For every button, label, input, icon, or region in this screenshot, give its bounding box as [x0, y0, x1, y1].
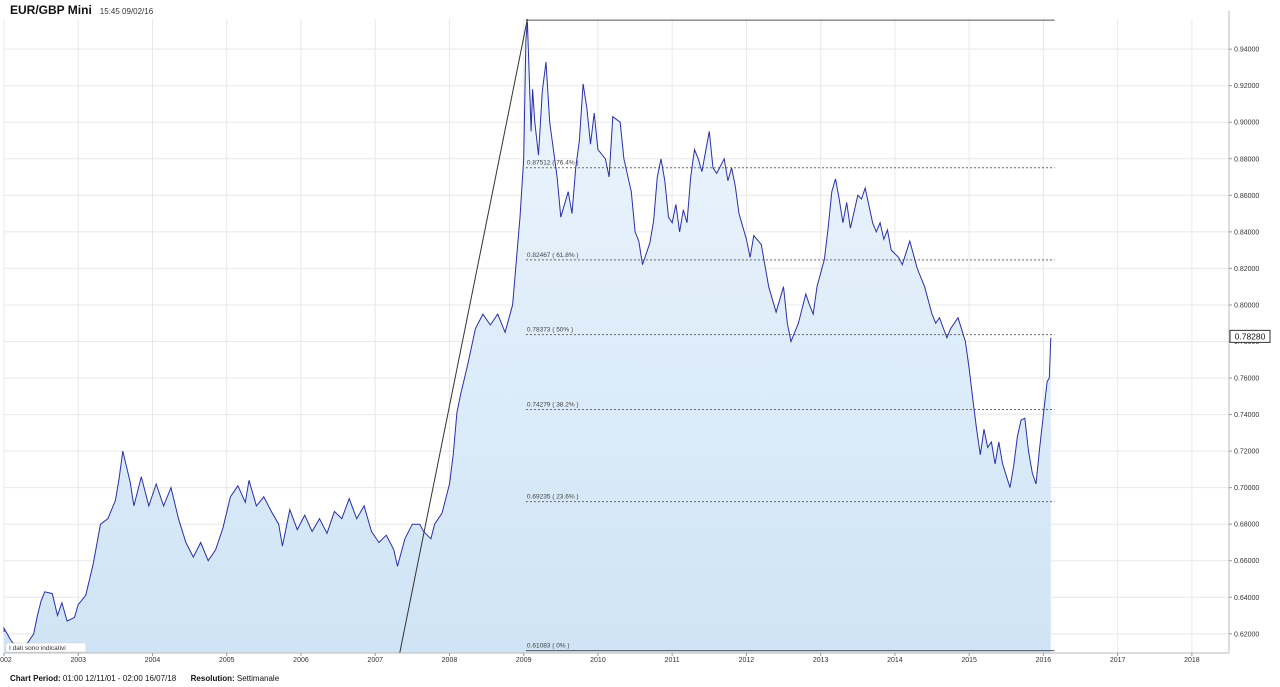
period-label: Chart Period:	[10, 674, 61, 683]
y-tick-label: 0.66000	[1234, 558, 1259, 565]
instrument-title: EUR/GBP Mini	[10, 3, 92, 17]
period-value: 01:00 12/11/01 - 02:00 16/07/18	[62, 674, 177, 683]
trend-line	[399, 18, 528, 654]
x-tick-label: 2013	[813, 657, 829, 664]
y-tick-label: 0.84000	[1234, 229, 1259, 236]
x-tick-label: 2007	[367, 657, 383, 664]
y-tick-label: 0.72000	[1234, 449, 1259, 456]
x-tick-label: 2018	[1184, 657, 1200, 664]
x-tick-label: 2014	[887, 657, 903, 664]
disclaimer-text: I dati sono indicativi	[9, 645, 66, 652]
chart-footer: Chart Period: 01:00 12/11/01 - 02:00 16/…	[10, 674, 279, 683]
y-tick-label: 0.70000	[1234, 485, 1259, 492]
y-tick-label: 0.76000	[1234, 376, 1259, 383]
x-tick-label: 2006	[293, 657, 309, 664]
x-tick-label: 2008	[442, 657, 458, 664]
x-tick-label: 2003	[70, 657, 86, 664]
y-tick-label: 0.62000	[1234, 631, 1259, 638]
x-tick-label: 2002	[0, 657, 12, 664]
y-tick-label: 0.80000	[1234, 302, 1259, 309]
disclaimer-bg	[5, 642, 87, 653]
x-tick-label: 2005	[219, 657, 235, 664]
y-tick-label: 0.90000	[1234, 120, 1259, 127]
x-tick-label: 2017	[1110, 657, 1126, 664]
fib-level-label: 0.78373 ( 50% )	[527, 327, 573, 334]
x-tick-label: 2011	[665, 657, 680, 664]
chart-header: EUR/GBP Mini 15:45 09/02/16	[10, 3, 153, 19]
x-axis-ticks: 2002 2003 2004 2005 2006 2007 2008 2009 2010 2011…	[0, 653, 1200, 664]
resolution-value: Settimanale	[236, 674, 280, 683]
y-tick-label: 0.64000	[1234, 595, 1259, 602]
x-tick-label: 2004	[145, 657, 161, 664]
fib-level-label: 0.61083 ( 0% )	[527, 643, 570, 650]
y-tick-label: 0.68000	[1234, 522, 1259, 529]
fib-level-label: 0.69235 ( 23.6% )	[527, 494, 579, 501]
fib-level-label: 0.74279 ( 38.2% )	[527, 401, 579, 408]
disclaimer-box: I dati sono indicativi	[5, 642, 87, 653]
x-tick-label: 2009	[516, 657, 532, 664]
y-tick-label: 0.86000	[1234, 193, 1259, 200]
fib-level-label: 0.82467 ( 61.8% )	[527, 252, 579, 259]
last-price-box	[1229, 329, 1271, 343]
last-price-marker: 0.78280	[1229, 329, 1271, 343]
price-line	[3, 21, 1052, 650]
x-tick-label: 2012	[739, 657, 755, 664]
y-tick-label: 0.94000	[1234, 47, 1259, 54]
y-tick-label: 0.88000	[1234, 156, 1259, 163]
last-price-label: 0.78280	[1235, 331, 1266, 341]
x-tick-label: 2015	[961, 657, 977, 664]
timestamp: 15:45 09/02/16	[99, 7, 154, 16]
x-tick-label: 2016	[1036, 657, 1052, 664]
y-tick-label: 0.92000	[1234, 83, 1259, 90]
fibonacci-retracement: 0.87512 ( 76.4% ) 0.82467 ( 61.8% ) 0.7837…	[525, 19, 1055, 652]
resolution-label: Resolution:	[190, 674, 235, 683]
price-area	[4, 21, 1051, 653]
y-tick-label: 0.74000	[1234, 412, 1259, 419]
fib-level-label: 0.87512 ( 76.4% )	[527, 160, 579, 167]
y-tick-label: 0.82000	[1234, 266, 1259, 273]
y-axis-ticks: 0.62000 0.64000 0.66000 0.68000 0.70000 0.720…	[1229, 47, 1259, 638]
x-tick-label: 2010	[590, 657, 606, 664]
chart-axes	[4, 11, 1230, 654]
